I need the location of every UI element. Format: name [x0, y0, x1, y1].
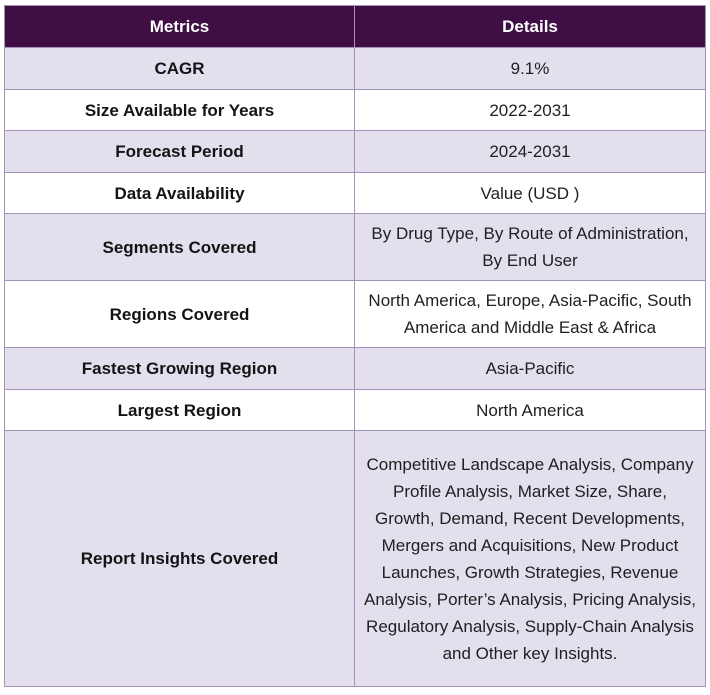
- row-details-report-insights: Competitive Landscape Analysis, Company …: [354, 430, 706, 687]
- row-metric-cagr: CAGR: [4, 47, 355, 90]
- row-metric-segments: Segments Covered: [4, 213, 355, 281]
- row-details-cagr: 9.1%: [354, 47, 706, 90]
- row-metric-regions: Regions Covered: [4, 280, 355, 348]
- table-row: Regions Covered North America, Europe, A…: [4, 280, 706, 348]
- row-details-largest-region: North America: [354, 389, 706, 431]
- table-header-row: Metrics Details: [4, 5, 706, 48]
- table-row: Size Available for Years 2022-2031: [4, 89, 706, 131]
- row-metric-largest-region: Largest Region: [4, 389, 355, 431]
- table-row: Forecast Period 2024-2031: [4, 130, 706, 173]
- row-metric-fastest-region: Fastest Growing Region: [4, 347, 355, 390]
- row-details-size-years: 2022-2031: [354, 89, 706, 131]
- report-metrics-table-container: Metrics Details CAGR 9.1% Size Available…: [4, 5, 706, 687]
- row-metric-size-years: Size Available for Years: [4, 89, 355, 131]
- row-details-fastest-region: Asia-Pacific: [354, 347, 706, 390]
- row-metric-report-insights: Report Insights Covered: [4, 430, 355, 687]
- table-row: Data Availability Value (USD ): [4, 172, 706, 214]
- table-row: CAGR 9.1%: [4, 47, 706, 90]
- table-row: Fastest Growing Region Asia-Pacific: [4, 347, 706, 390]
- row-details-forecast-period: 2024-2031: [354, 130, 706, 173]
- table-row: Report Insights Covered Competitive Land…: [4, 430, 706, 687]
- table-row: Largest Region North America: [4, 389, 706, 431]
- header-metrics: Metrics: [4, 5, 355, 48]
- header-details: Details: [354, 5, 706, 48]
- row-details-regions: North America, Europe, Asia-Pacific, Sou…: [354, 280, 706, 348]
- table-row: Segments Covered By Drug Type, By Route …: [4, 213, 706, 281]
- row-metric-forecast-period: Forecast Period: [4, 130, 355, 173]
- row-metric-data-availability: Data Availability: [4, 172, 355, 214]
- row-details-data-availability: Value (USD ): [354, 172, 706, 214]
- report-metrics-table: Metrics Details CAGR 9.1% Size Available…: [4, 5, 706, 687]
- row-details-segments: By Drug Type, By Route of Administration…: [354, 213, 706, 281]
